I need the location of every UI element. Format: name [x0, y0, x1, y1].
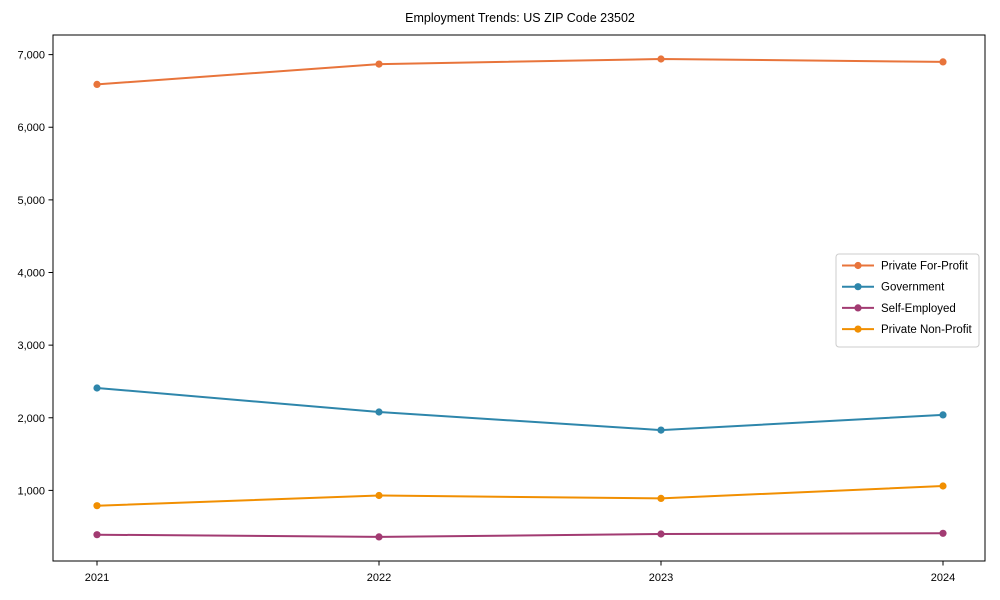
series-marker-self-employed [939, 529, 947, 537]
x-tick-label: 2022 [367, 572, 391, 584]
legend-marker [854, 283, 862, 291]
plot-area: 1,000 2,000 3,000 4,000 5,000 6,000 7,000 2021 2… [17, 34, 986, 584]
legend-marker [854, 304, 862, 312]
series-marker-private-for-profit [375, 60, 383, 68]
series-marker-private-for-profit [93, 80, 101, 88]
series-marker-self-employed [375, 533, 383, 541]
legend-label-self-employed: Self-Employed [881, 303, 956, 315]
y-tick-label: 3,000 [17, 340, 45, 352]
series-marker-self-employed [93, 531, 101, 539]
y-tick-label: 7,000 [17, 50, 45, 62]
series-marker-private-non-profit [657, 494, 665, 502]
series-marker-private-for-profit [939, 58, 947, 66]
x-tick-label: 2023 [649, 572, 673, 584]
legend-label-government: Government [881, 282, 945, 294]
series-line-government [96, 387, 944, 432]
series-marker-self-employed [657, 530, 665, 538]
series-marker-government [657, 426, 665, 434]
y-tick-label: 5,000 [17, 195, 45, 207]
x-tick-label: 2021 [85, 572, 109, 584]
legend-marker [854, 325, 862, 333]
series-marker-private-non-profit [93, 502, 101, 510]
series-line-private-for-profit [96, 57, 944, 86]
legend-label-private-for-profit: Private For-Profit [881, 261, 969, 273]
series-marker-private-for-profit [657, 55, 665, 63]
series-marker-government [939, 411, 947, 419]
legend-box [835, 253, 980, 348]
x-tick-label: 2024 [931, 572, 955, 584]
y-tick-label: 1,000 [17, 485, 45, 497]
series-line-private-non-profit [96, 485, 944, 507]
series-line-self-employed [96, 532, 944, 538]
series-marker-government [375, 408, 383, 416]
series-marker-government [93, 384, 101, 392]
y-tick-label: 2,000 [17, 413, 45, 425]
axes-frame [52, 34, 986, 562]
y-tick-label: 6,000 [17, 122, 45, 134]
chart-title: Employment Trends: US ZIP Code 23502 [405, 11, 635, 25]
series-marker-private-non-profit [939, 482, 947, 490]
series-marker-private-non-profit [375, 491, 383, 500]
legend-label-private-non-profit: Private Non-Profit [881, 324, 973, 336]
legend-marker [854, 261, 862, 270]
y-tick-label: 4,000 [17, 268, 45, 280]
